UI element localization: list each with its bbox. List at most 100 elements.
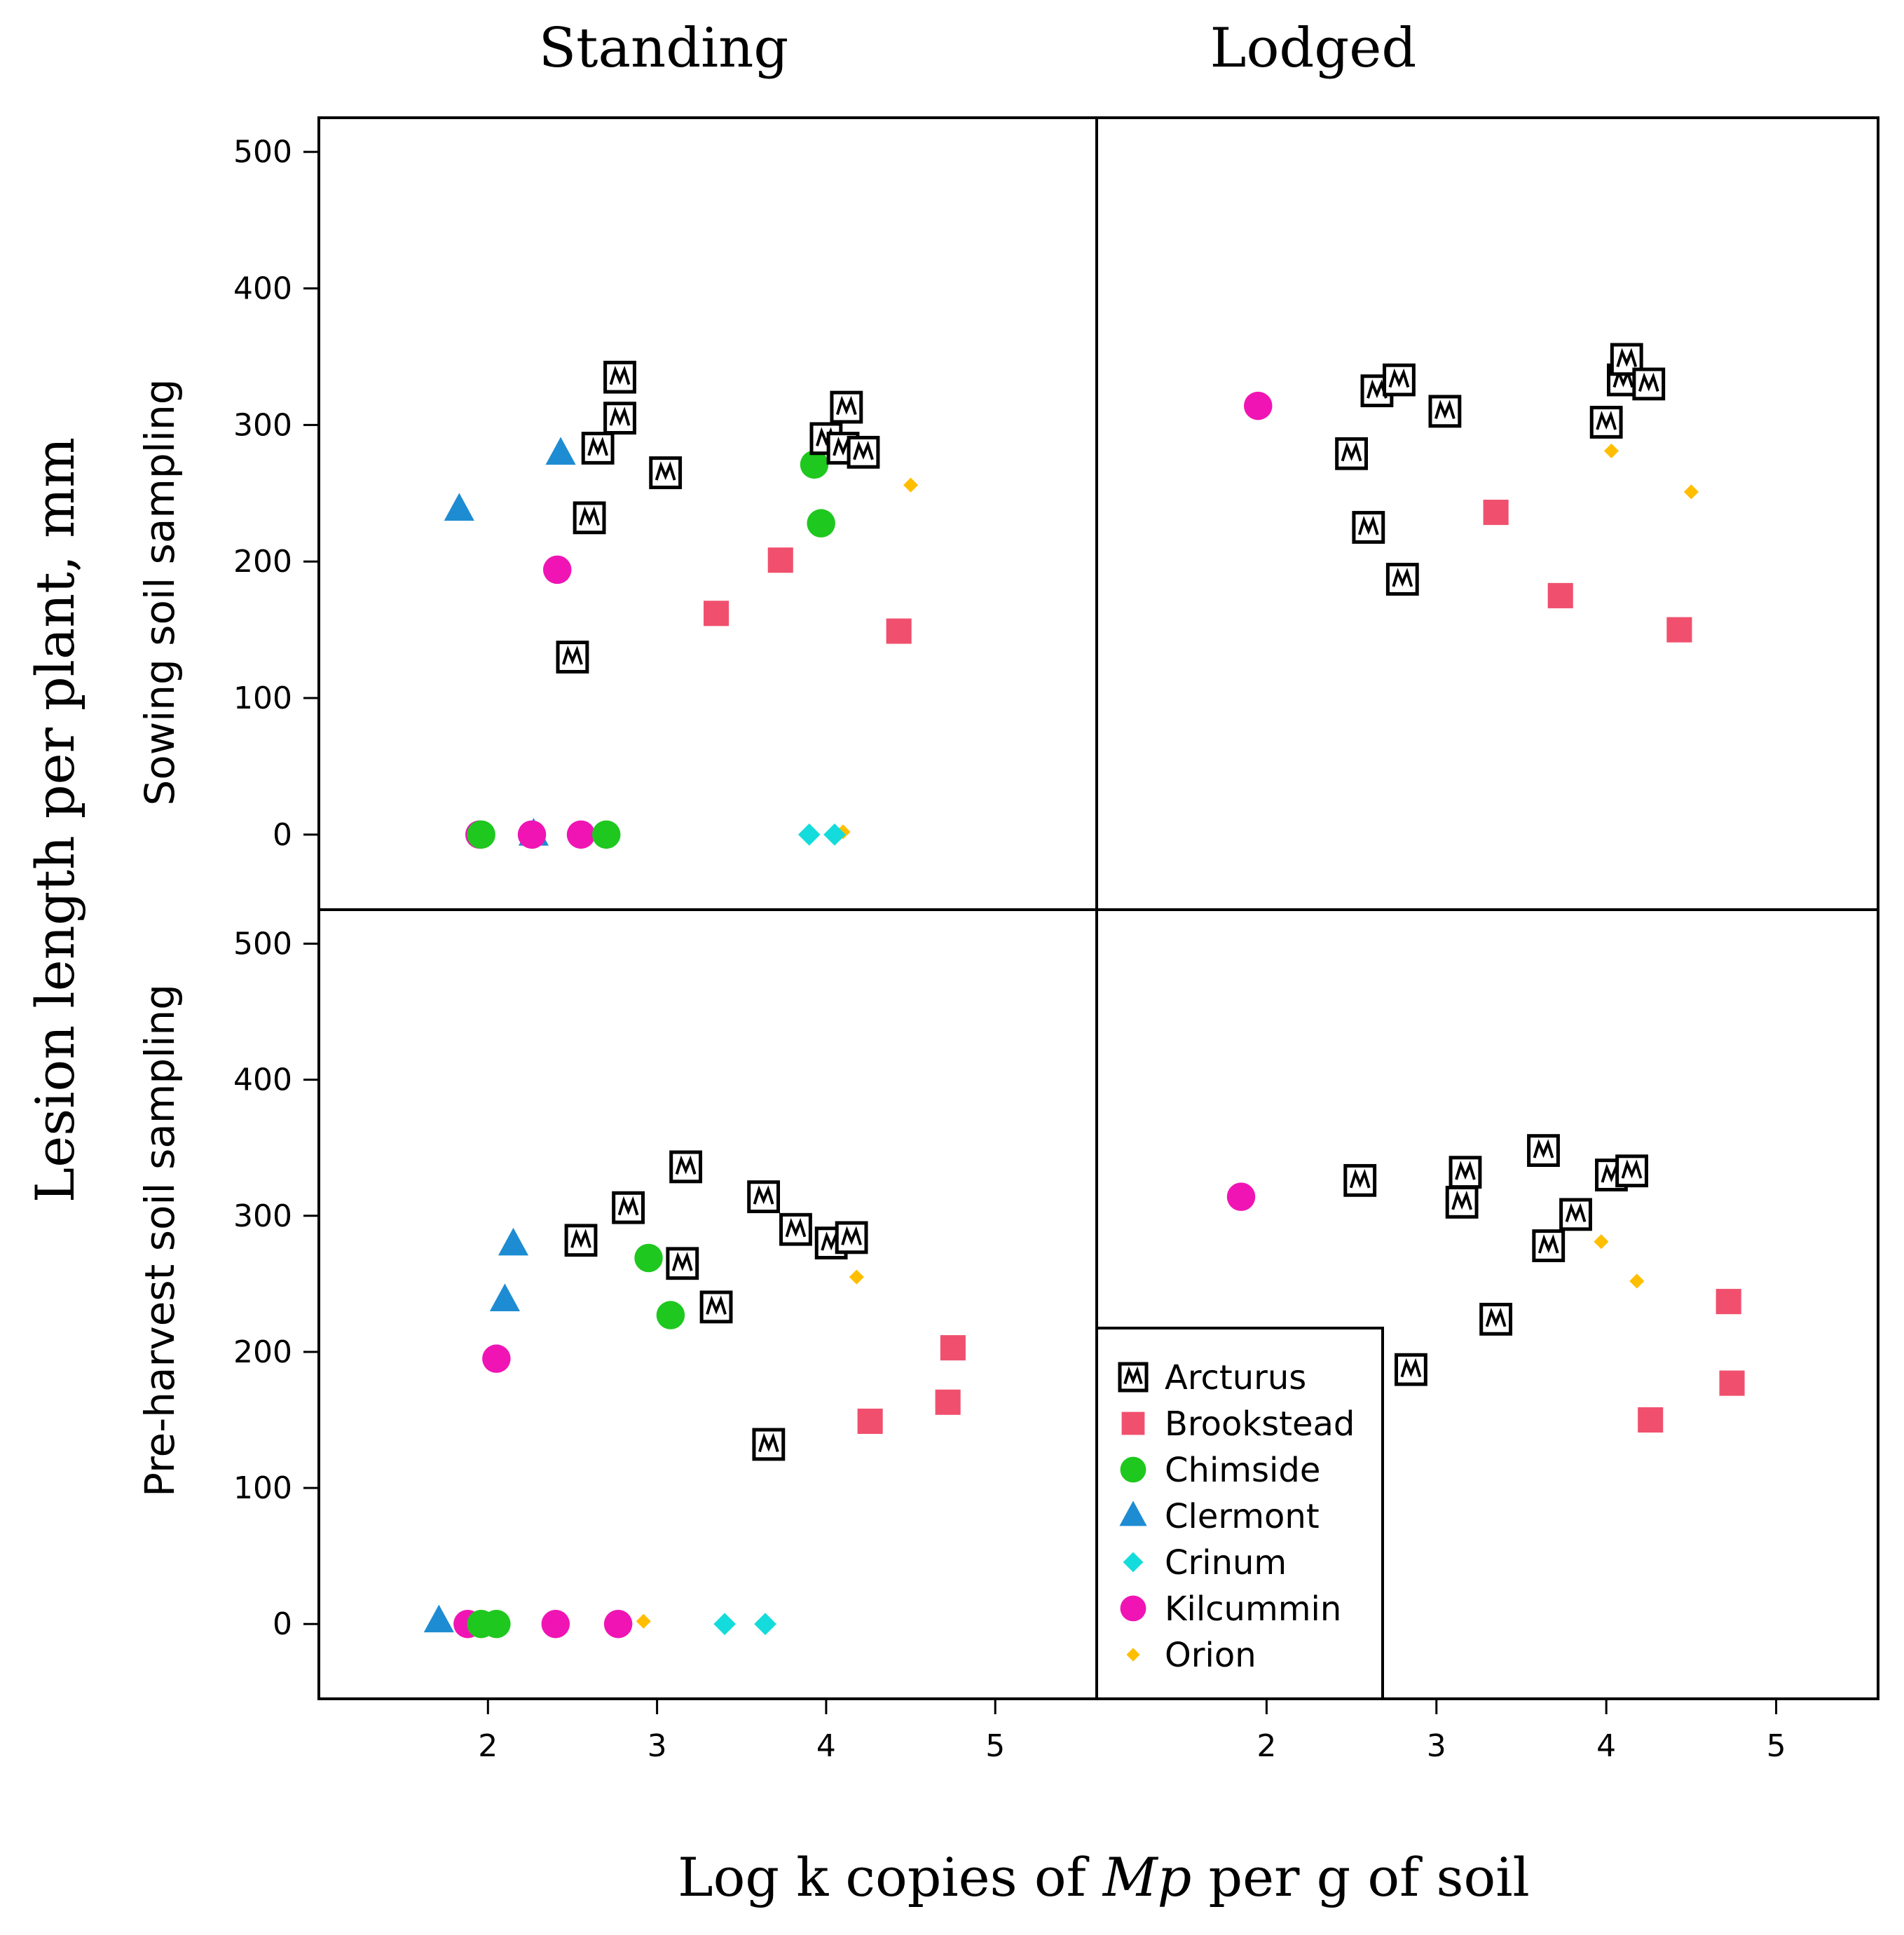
point-arcturus-0-3-glyph — [609, 406, 631, 426]
y-tick-label-sowing-0: 0 — [273, 817, 292, 853]
y-tick-label-preharvest-100: 100 — [233, 1470, 292, 1506]
point-arcturus-2-7-glyph — [785, 1217, 807, 1238]
point-kilcummin-2-3-shape — [603, 1609, 633, 1639]
row-title-sowing: Sowing soil sampling — [136, 378, 184, 805]
point-brookstead-1-2-shape — [1666, 617, 1692, 643]
legend-marker-chimside — [1120, 1456, 1146, 1483]
point-brookstead-3-2-shape — [1719, 1370, 1745, 1396]
point-brookstead-2-2 — [940, 1335, 966, 1361]
legend-marker-clermont-shape — [1119, 1500, 1147, 1526]
point-crinum-0-0-shape — [797, 823, 821, 846]
point-arcturus-2-6 — [752, 1428, 786, 1461]
x-tick-label-standing-3: 3 — [648, 1728, 667, 1764]
point-arcturus-0-1-glyph — [579, 506, 600, 526]
x-axis-title-part-1: Log k copies of — [678, 1846, 1103, 1908]
point-kilcummin-0-3 — [542, 555, 572, 584]
point-arcturus-0-2-glyph — [587, 437, 609, 456]
point-clermont-0-1 — [545, 437, 576, 465]
point-arcturus-2-7 — [779, 1212, 812, 1246]
point-arcturus-2-6-glyph — [758, 1433, 779, 1453]
point-arcturus-0-8-glyph — [853, 440, 874, 460]
point-orion-2-0-shape — [636, 1613, 651, 1629]
point-kilcummin-0-2 — [566, 820, 596, 849]
point-brookstead-2-0-shape — [857, 1408, 883, 1434]
legend-marker-orion — [1126, 1648, 1140, 1662]
legend-marker-kilcummin-shape — [1120, 1595, 1146, 1622]
point-chimside-0-0 — [467, 820, 495, 849]
legend-marker-orion-shape — [1126, 1648, 1140, 1662]
point-arcturus-3-1-glyph — [1400, 1358, 1422, 1378]
point-clermont-2-2 — [498, 1227, 529, 1256]
point-arcturus-3-4-glyph — [1485, 1308, 1507, 1327]
column-title-standing: Standing — [539, 17, 789, 80]
point-arcturus-0-5 — [649, 456, 683, 489]
point-arcturus-1-3 — [1383, 363, 1416, 397]
point-arcturus-0-1 — [573, 501, 606, 535]
y-tick-label-preharvest-400: 400 — [233, 1062, 292, 1098]
point-clermont-2-1-shape — [489, 1283, 520, 1312]
point-orion-1-1 — [1683, 484, 1699, 500]
point-crinum-2-0 — [713, 1613, 736, 1636]
point-arcturus-3-3-glyph — [1455, 1161, 1476, 1180]
point-kilcummin-2-3 — [603, 1609, 633, 1639]
point-arcturus-1-1-glyph — [1357, 516, 1379, 535]
point-arcturus-2-1 — [612, 1191, 645, 1224]
point-brookstead-1-0-shape — [1483, 500, 1509, 526]
point-orion-0-0 — [903, 477, 919, 493]
point-brookstead-2-1 — [935, 1389, 961, 1415]
y-tick-label-sowing-200: 200 — [233, 544, 292, 580]
x-tick-label-lodged-3: 3 — [1427, 1728, 1446, 1764]
point-crinum-2-1-shape — [754, 1613, 776, 1636]
y-tick-label-sowing-400: 400 — [233, 271, 292, 307]
point-chimside-2-3-shape — [656, 1301, 685, 1329]
point-clermont-0-0-shape — [444, 493, 474, 521]
point-crinum-0-1-shape — [823, 823, 846, 846]
point-brookstead-3-0-shape — [1638, 1407, 1664, 1433]
point-kilcummin-2-2 — [541, 1609, 570, 1639]
point-crinum-2-1 — [754, 1613, 776, 1636]
point-chimside-2-2-shape — [634, 1243, 663, 1273]
point-arcturus-0-9-glyph — [836, 395, 857, 416]
y-tick-label-sowing-100: 100 — [233, 681, 292, 716]
x-tick-label-standing-4: 4 — [816, 1728, 836, 1764]
point-brookstead-3-0 — [1638, 1407, 1664, 1433]
legend-marker-kilcummin — [1120, 1595, 1146, 1622]
y-tick-label-preharvest-0: 0 — [273, 1606, 292, 1642]
point-brookstead-3-1-shape — [1715, 1289, 1741, 1315]
legend-marker-arcturus-glyph — [1123, 1366, 1143, 1385]
point-kilcummin-0-1-shape — [517, 820, 547, 849]
data-points — [423, 343, 1745, 1639]
point-crinum-0-1 — [823, 823, 846, 846]
point-brookstead-1-2 — [1666, 617, 1692, 643]
point-arcturus-0-4 — [603, 360, 636, 394]
point-clermont-2-0-shape — [423, 1604, 454, 1633]
y-tick-label-preharvest-200: 200 — [233, 1334, 292, 1370]
x-tick-label-standing-2: 2 — [478, 1728, 498, 1764]
point-clermont-2-1 — [489, 1283, 520, 1312]
legend-label-clermont: Clermont — [1165, 1497, 1320, 1536]
point-arcturus-3-6 — [1532, 1229, 1566, 1262]
x-axis-title-part-3: per g of soil — [1191, 1846, 1530, 1908]
point-clermont-2-2-shape — [498, 1227, 529, 1256]
legend-marker-brookstead — [1121, 1411, 1145, 1435]
point-arcturus-1-6-box — [1589, 406, 1623, 439]
point-brookstead-1-1 — [1547, 582, 1573, 608]
point-arcturus-0-0-glyph — [562, 645, 583, 665]
legend-marker-crinum-shape — [1123, 1552, 1144, 1573]
point-orion-1-0 — [1603, 443, 1619, 458]
point-brookstead-2-2-shape — [940, 1335, 966, 1361]
point-arcturus-0-5-glyph — [655, 461, 676, 481]
point-crinum-2-0-shape — [713, 1613, 736, 1636]
point-arcturus-3-2-glyph — [1451, 1191, 1473, 1210]
point-brookstead-0-1 — [767, 547, 793, 573]
point-orion-2-1-shape — [849, 1269, 864, 1285]
point-orion-2-1 — [849, 1269, 864, 1285]
point-arcturus-2-1-glyph — [617, 1196, 639, 1216]
legend-marker-chimside-shape — [1120, 1456, 1146, 1483]
point-arcturus-1-7-glyph — [1612, 368, 1634, 388]
legend-marker-arcturus — [1118, 1362, 1149, 1393]
point-chimside-2-3 — [656, 1301, 685, 1329]
point-arcturus-3-2 — [1445, 1185, 1479, 1219]
point-arcturus-2-2 — [666, 1247, 699, 1280]
point-arcturus-2-3-glyph — [675, 1155, 697, 1175]
